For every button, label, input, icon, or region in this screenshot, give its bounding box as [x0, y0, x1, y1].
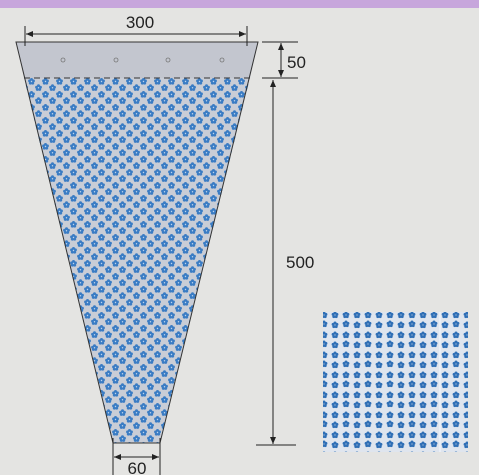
top-strip: [0, 0, 479, 8]
height-label: 500: [286, 253, 314, 272]
bottom-width-label: 60: [128, 459, 147, 475]
bag-body: [24, 78, 250, 443]
height-dimension: [256, 80, 296, 446]
top-band-label: 50: [287, 53, 306, 72]
pattern-swatch: [323, 312, 468, 452]
bag-top-band: [16, 42, 258, 78]
top-band-dimension: [262, 41, 298, 79]
top-width-label: 300: [126, 13, 154, 32]
bottom-width-dimension: [112, 438, 161, 475]
top-width-dimension: [24, 26, 248, 46]
holes: [60, 57, 225, 63]
